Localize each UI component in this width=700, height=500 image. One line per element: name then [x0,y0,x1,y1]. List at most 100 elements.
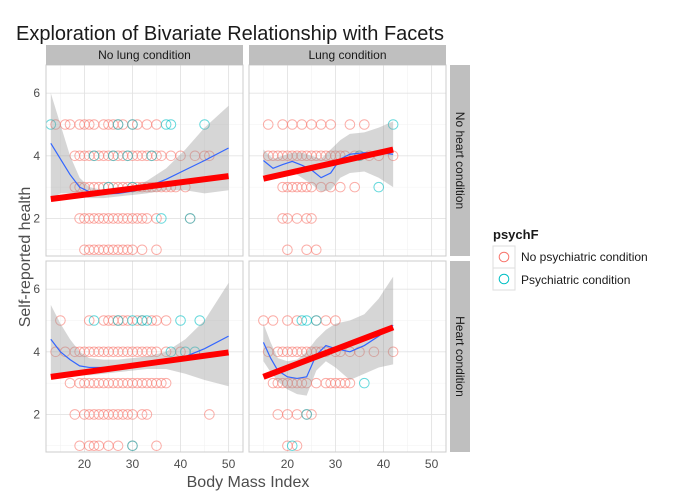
linear-fit-line [262,324,395,380]
data-point-no-psych [310,244,322,256]
data-point-no-psych [141,409,153,420]
panel-1 [248,64,447,257]
x-axis-title: Body Mass Index [187,474,310,491]
data-point-no-psych [59,119,71,130]
axes: 20 30 40 50 20 30 40 50 2 4 6 2 4 6 [33,86,438,471]
data-point-psych [136,315,148,326]
data-point-psych [122,150,133,162]
data-point-psych [296,315,308,326]
x-tick-label: 40 [174,457,188,471]
x-tick-label: 50 [222,457,236,471]
data-point-no-psych [146,346,158,358]
panel-content [262,119,399,256]
data-point-no-psych [83,315,95,326]
y-tick-label: 4 [33,345,40,359]
data-point-no-psych [330,315,341,326]
column-strip-label: Lung condition [308,48,386,62]
data-point-no-psych [301,181,312,193]
loess-confidence-band [50,93,229,200]
row-strip [450,65,470,256]
row-strip [450,261,470,452]
data-point-no-psych [277,213,288,224]
data-point-psych [88,315,100,326]
data-point-no-psych [301,213,312,224]
data-point-psych [156,213,167,224]
data-point-no-psych [88,440,100,452]
linear-fit-line [262,146,394,182]
data-point-psych [199,119,210,130]
x-tick-label: 30 [329,457,343,471]
data-point-psych [127,440,138,452]
data-point-psych [359,377,370,389]
data-point-no-psych [175,150,186,162]
data-point-no-psych [151,150,162,162]
data-point-no-psych [387,346,399,358]
y-tick-label: 6 [33,282,40,296]
y-axis-title: Self-reported health [17,187,34,328]
x-tick-label: 20 [78,457,92,471]
data-point-no-psych [267,315,279,326]
data-point-psych [286,440,298,452]
x-tick-label: 30 [126,457,140,471]
data-point-psych [387,119,399,130]
panel-3 [248,260,447,453]
data-point-no-psych [344,119,356,130]
y-tick-label: 2 [33,211,40,225]
data-point-no-psych [136,409,148,420]
data-point-psych [165,119,177,130]
data-point-no-psych [262,119,274,130]
data-point-psych [373,181,385,193]
row-strip-label: Heart condition [453,316,467,397]
data-point-psych [301,409,312,420]
panel-2 [45,260,244,453]
data-point-no-psych [160,377,172,389]
data-point-psych [175,315,186,326]
data-point-no-psych [339,377,351,389]
y-tick-label: 2 [33,407,40,421]
data-point-no-psych [122,409,133,420]
y-tick-label: 4 [33,149,40,163]
data-point-psych [194,315,206,326]
data-point-no-psych [368,346,380,358]
legend-label-psych: Psychiatric condition [521,273,630,287]
linear-fit-line [50,349,229,380]
data-point-no-psych [204,409,215,420]
data-point-no-psych [344,377,356,389]
chart-title: Exploration of Bivariate Relationship wi… [16,23,444,45]
data-point-psych [310,315,322,326]
data-point-no-psych [136,244,148,256]
data-point-psych [112,119,124,130]
data-point-psych [165,346,177,358]
data-point-no-psych [151,244,162,256]
panel-border [45,260,244,453]
data-point-no-psych [112,440,124,452]
panel-border [248,260,447,453]
x-tick-label: 50 [425,457,439,471]
data-point-no-psych [160,315,172,326]
data-point-no-psych [291,440,303,452]
data-point-psych [160,119,172,130]
legend-marker-psych [498,273,510,285]
x-tick-label: 40 [377,457,391,471]
data-point-no-psych [122,244,133,256]
y-tick-label: 6 [33,86,40,100]
data-point-no-psych [151,213,162,224]
panel-content [46,93,229,256]
legend-key-no-psych [492,245,516,269]
data-point-no-psych [156,377,167,389]
x-tick-label: 20 [281,457,295,471]
data-point-no-psych [296,377,308,389]
data-point-no-psych [282,244,293,256]
column-strip [249,45,446,65]
data-point-no-psych [349,181,361,193]
panel-0 [45,64,244,257]
data-point-psych [141,315,153,326]
data-point-no-psych [83,119,95,130]
data-point-no-psych [151,440,162,452]
loess-curve [263,152,394,179]
panel-content [258,276,399,452]
data-point-no-psych [325,119,336,130]
panel-content [50,282,229,452]
data-point-psych [127,119,138,130]
data-point-psych [112,315,124,326]
